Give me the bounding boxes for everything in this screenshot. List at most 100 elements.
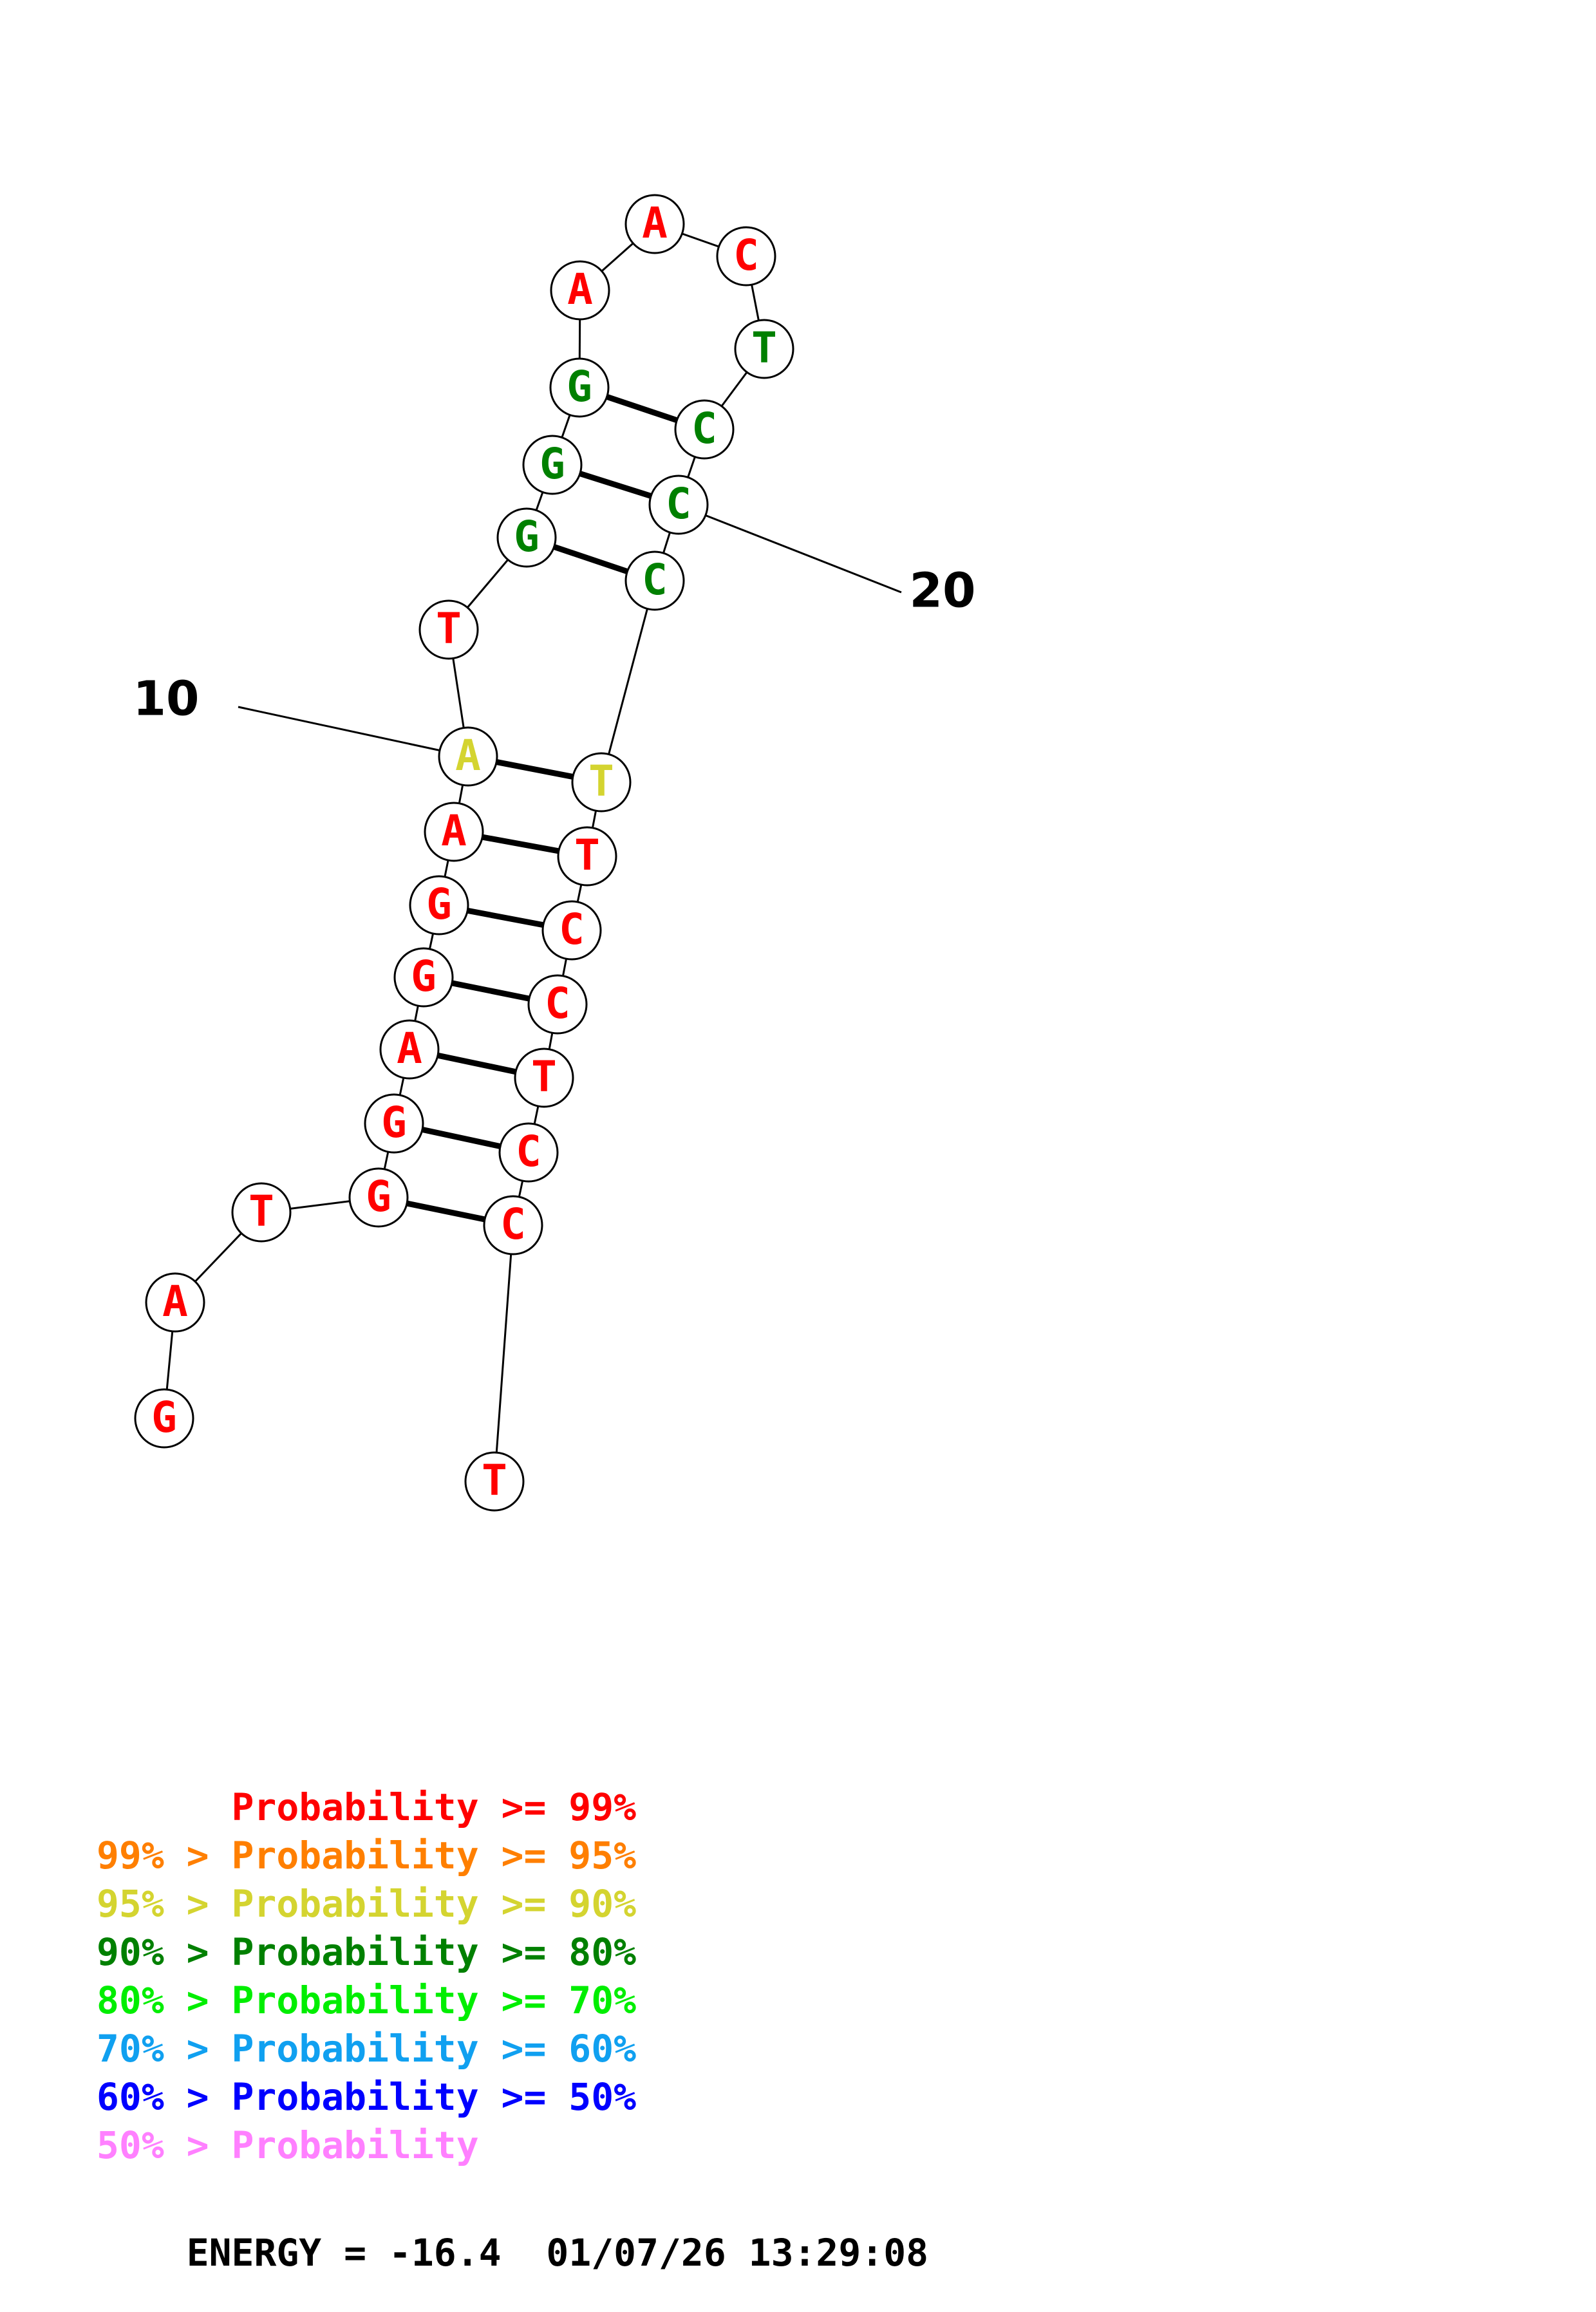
timestamp: 01/07/26 13:29:08 <box>546 2231 929 2275</box>
nucleotide-base: C <box>500 1199 526 1249</box>
nucleotide-base: A <box>162 1277 188 1326</box>
nucleotide-base: G <box>426 879 452 929</box>
nucleotide: G <box>348 1167 409 1228</box>
nucleotide-circle <box>134 1388 194 1449</box>
nucleotide-circle <box>438 726 498 787</box>
nucleotide-circle <box>379 1019 440 1080</box>
nucleotide: A <box>624 194 685 254</box>
legend-text: Probability <box>231 2123 479 2167</box>
nucleotide-circle <box>483 1195 543 1255</box>
legend-text: Probability >= 90% <box>231 1882 637 1926</box>
index-label: 20 <box>910 563 976 619</box>
nucleotide-base: C <box>516 1127 541 1176</box>
legend-text: Probability >= 80% <box>231 1930 637 1974</box>
nucleotide-circle <box>550 260 610 321</box>
legend-prefix: 60% > <box>97 2075 232 2119</box>
backbone-segment <box>493 1225 514 1482</box>
nucleotide-base: C <box>559 905 585 954</box>
nucleotide: A <box>145 1272 205 1333</box>
legend-row: Probability >= 99% <box>97 1789 637 1826</box>
legend-prefix: 99% > <box>97 1834 232 1877</box>
nucleotide-circle <box>393 947 454 1008</box>
nucleotide: G <box>409 875 469 935</box>
nucleotide-circle <box>348 1167 409 1228</box>
nucleotide-base: C <box>666 479 691 529</box>
nucleotide-base: A <box>567 265 593 314</box>
legend-text: Probability >= 60% <box>231 2027 637 2071</box>
nucleotide-base: G <box>366 1172 391 1221</box>
nucleotide: A <box>379 1019 440 1080</box>
nucleotide: C <box>498 1122 559 1183</box>
nucleotide: T <box>514 1048 574 1108</box>
nucleotide-base: C <box>733 230 759 280</box>
legend-prefix: 90% > <box>97 1930 232 1974</box>
nucleotide-circle <box>364 1093 424 1154</box>
nucleotide-circle <box>648 475 709 535</box>
nucleotide-base: T <box>574 831 600 880</box>
nucleotide-base: C <box>691 404 717 453</box>
nucleotide-base: G <box>514 512 540 561</box>
nucleotide-base: T <box>531 1052 557 1102</box>
legend-row: 60% > Probability >= 50% <box>97 2078 636 2116</box>
nucleotide-base: A <box>441 806 467 856</box>
legend-row: 80% > Probability >= 70% <box>97 1982 636 2019</box>
nucleotide-base: G <box>381 1098 407 1147</box>
nucleotide-circle <box>498 1122 559 1183</box>
nucleotide-base: G <box>567 362 592 411</box>
legend-row: 70% > Probability >= 60% <box>97 2030 636 2067</box>
nucleotide-base: T <box>249 1187 274 1236</box>
nucleotide: T <box>231 1182 292 1243</box>
nucleotide: C <box>716 226 776 287</box>
nucleotide: T <box>464 1451 525 1512</box>
nucleotide-circle <box>549 357 610 418</box>
energy-footer: ENERGY = -16.4 01/07/26 13:29:08 <box>97 2197 928 2309</box>
nucleotide-circle <box>674 399 735 460</box>
nucleotide-base: T <box>436 604 462 653</box>
nucleotide: T <box>571 752 632 813</box>
nucleotide: A <box>550 260 610 321</box>
nucleotide: T <box>418 599 479 660</box>
legend-prefix: 80% > <box>97 1978 232 2022</box>
nucleotide: G <box>134 1388 194 1449</box>
legend-prefix <box>97 1785 232 1829</box>
legend-text: Probability >= 99% <box>231 1785 637 1829</box>
nucleotide-circle <box>409 875 469 935</box>
nucleotide-circle <box>624 194 685 254</box>
legend-row: 50% > Probability <box>97 2127 479 2164</box>
nucleotide-circle <box>541 900 602 961</box>
nucleotide: C <box>483 1195 543 1255</box>
nucleotide-circle <box>424 802 484 862</box>
legend-row: 95% > Probability >= 90% <box>97 1885 636 1922</box>
nucleotide-circle <box>624 550 685 611</box>
nucleotide: A <box>438 726 498 787</box>
nucleotide-circle <box>571 752 632 813</box>
nucleotide-circle <box>522 435 583 495</box>
index-tick <box>238 706 469 758</box>
legend-text: Probability >= 95% <box>231 1834 637 1877</box>
nucleotide-base: T <box>751 323 777 373</box>
nucleotide-base: G <box>151 1393 177 1442</box>
index-label-layer: 10 20 <box>133 503 976 758</box>
nucleotide-circle <box>145 1272 205 1333</box>
nucleotide: C <box>674 399 735 460</box>
nucleotide-circle <box>527 974 588 1035</box>
nucleotide: A <box>424 802 484 862</box>
nucleotide: T <box>557 826 617 887</box>
nucleotide-base: T <box>588 757 614 806</box>
nucleotide-base: A <box>455 731 481 780</box>
nucleotide-circle <box>464 1451 525 1512</box>
nucleotide-circle <box>418 599 479 660</box>
nucleotide: G <box>522 435 583 495</box>
legend-row: 90% > Probability >= 80% <box>97 1933 636 1971</box>
nucleotide-base: G <box>411 952 437 1001</box>
nucleotide: T <box>734 319 794 379</box>
nucleotide-base: A <box>642 198 668 248</box>
backbone-segment <box>600 580 656 783</box>
nucleotide-base: T <box>482 1456 507 1505</box>
nucleotide: G <box>393 947 454 1008</box>
nucleotide-circle <box>496 507 557 568</box>
legend-row: 99% > Probability >= 95% <box>97 1837 636 1874</box>
nucleotide-base: A <box>397 1024 422 1073</box>
